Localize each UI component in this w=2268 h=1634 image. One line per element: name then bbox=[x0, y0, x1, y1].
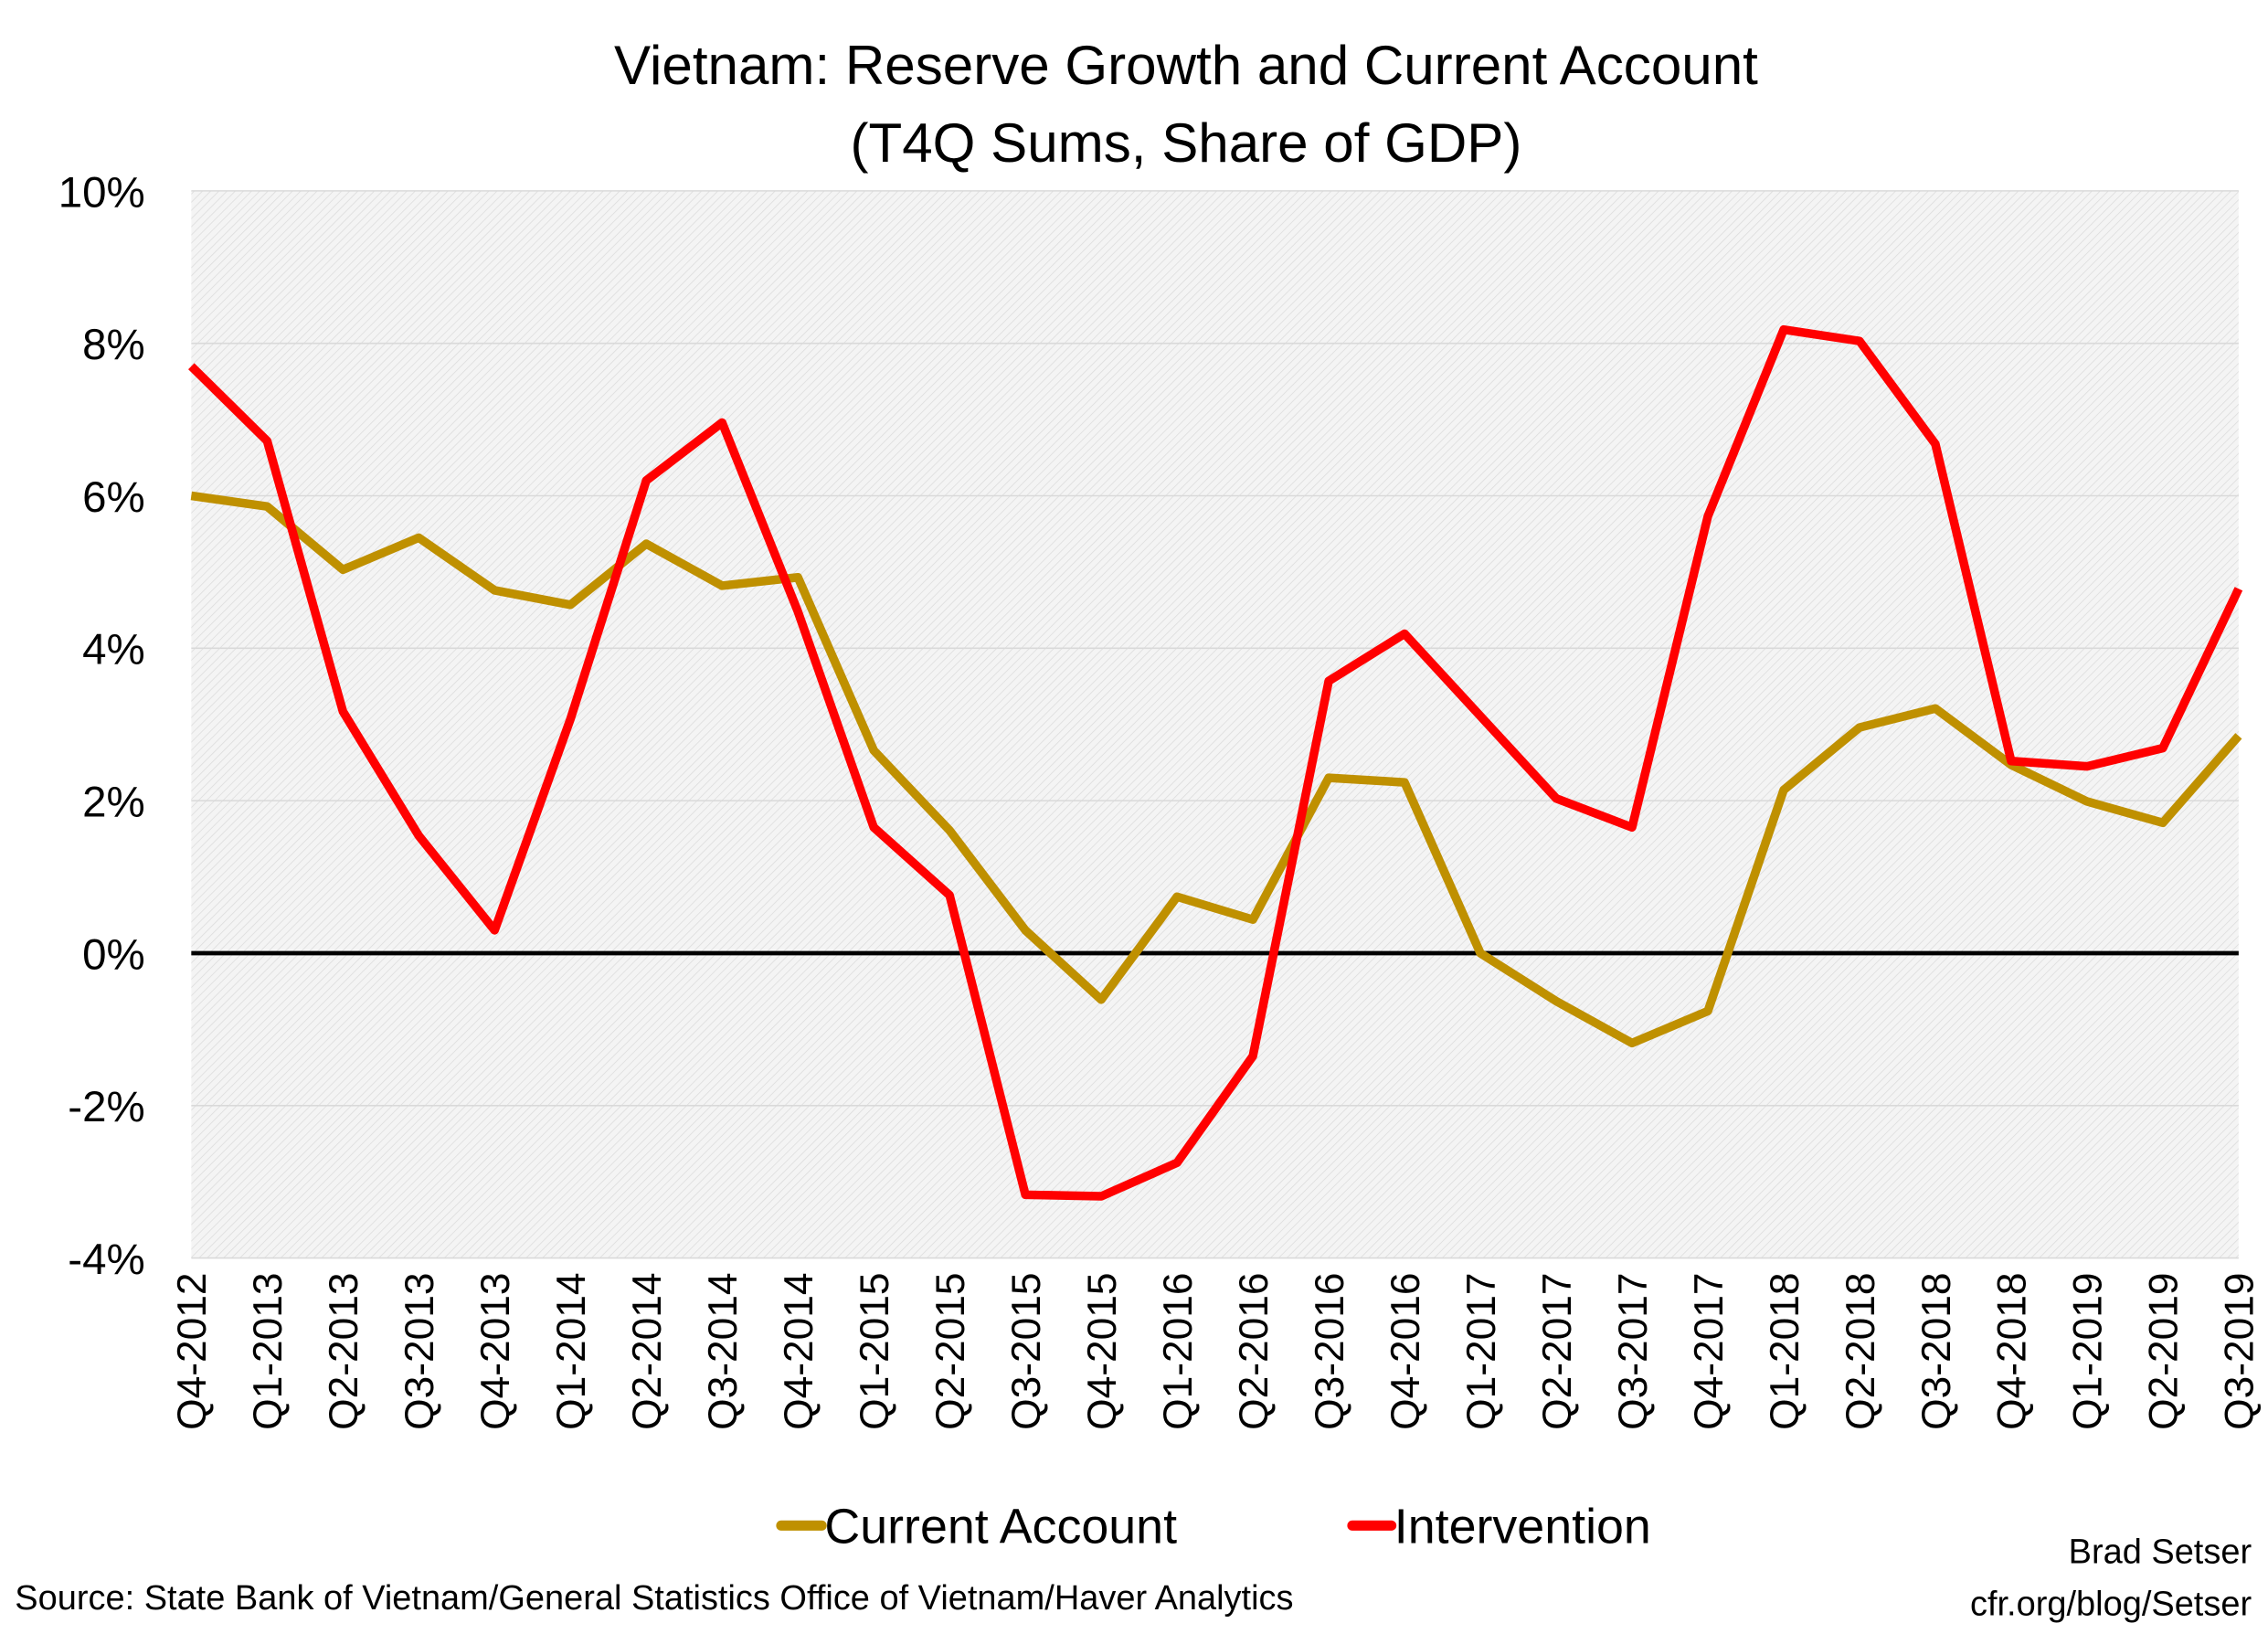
x-tick-label: Q2-2015 bbox=[928, 1272, 973, 1429]
source-note: Source: State Bank of Vietnam/General St… bbox=[15, 1579, 1293, 1618]
x-tick-label: Q3-2019 bbox=[2218, 1272, 2263, 1429]
x-tick-label: Q4-2017 bbox=[1687, 1272, 1732, 1429]
y-tick-label: 0% bbox=[82, 930, 145, 979]
x-tick-label: Q4-2016 bbox=[1383, 1272, 1428, 1429]
legend-label-intervention: Intervention bbox=[1394, 1499, 1651, 1554]
x-tick-label: Q2-2018 bbox=[1839, 1272, 1883, 1429]
y-tick-label: 2% bbox=[82, 779, 145, 827]
chart-subtitle: (T4Q Sums, Share of GDP) bbox=[851, 112, 1522, 174]
y-tick-label: -4% bbox=[68, 1236, 144, 1284]
x-tick-label: Q3-2015 bbox=[1004, 1272, 1049, 1429]
x-tick-label: Q4-2012 bbox=[170, 1272, 215, 1429]
x-tick-label: Q2-2019 bbox=[2142, 1272, 2187, 1429]
y-tick-label: 6% bbox=[82, 473, 145, 522]
plot-area bbox=[191, 190, 2239, 1258]
x-tick-label: Q4-2018 bbox=[1990, 1272, 2035, 1429]
x-tick-label: Q4-2013 bbox=[473, 1272, 518, 1429]
x-tick-label: Q4-2015 bbox=[1080, 1272, 1125, 1429]
x-tick-label: Q2-2013 bbox=[322, 1272, 366, 1429]
author-url: cfr.org/blog/Setser bbox=[1970, 1585, 2252, 1623]
y-tick-label: 8% bbox=[82, 321, 145, 369]
x-tick-label: Q1-2017 bbox=[1459, 1272, 1504, 1429]
y-tick-label: 10% bbox=[58, 168, 145, 217]
x-tick-label: Q3-2017 bbox=[1611, 1272, 1656, 1429]
y-tick-label: 4% bbox=[82, 626, 145, 674]
x-tick-label: Q2-2017 bbox=[1535, 1272, 1580, 1429]
author: Brad Setser bbox=[2069, 1533, 2252, 1571]
x-tick-label: Q3-2014 bbox=[701, 1272, 746, 1429]
series-line-current-account bbox=[190, 491, 2242, 1048]
x-tick-label: Q1-2018 bbox=[1763, 1272, 1807, 1429]
x-tick-label: Q2-2014 bbox=[625, 1272, 670, 1429]
legend: Current Account Intervention bbox=[776, 1499, 1651, 1554]
legend-label-current-account: Current Account bbox=[824, 1499, 1177, 1554]
y-tick-label: -2% bbox=[68, 1083, 144, 1131]
x-tick-label: Q2-2016 bbox=[1232, 1272, 1277, 1429]
x-tick-label: Q1-2019 bbox=[2066, 1272, 2111, 1429]
series-line-intervention bbox=[188, 324, 2243, 1201]
x-tick-label: Q1-2015 bbox=[853, 1272, 897, 1429]
x-tick-label: Q4-2014 bbox=[777, 1272, 821, 1429]
x-tick-label: Q3-2018 bbox=[1914, 1272, 1959, 1429]
x-tick-label: Q3-2016 bbox=[1308, 1272, 1352, 1429]
chart-title: Vietnam: Reserve Growth and Current Acco… bbox=[614, 35, 1758, 96]
x-tick-label: Q1-2013 bbox=[246, 1272, 291, 1429]
x-tick-label: Q1-2014 bbox=[549, 1272, 594, 1429]
x-tick-label: Q1-2016 bbox=[1156, 1272, 1201, 1429]
x-tick-label: Q3-2013 bbox=[397, 1272, 442, 1429]
